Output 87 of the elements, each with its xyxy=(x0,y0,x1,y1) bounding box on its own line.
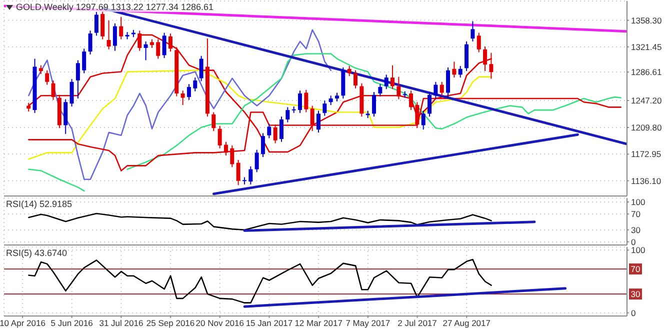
line-series xyxy=(28,29,332,180)
candlestick xyxy=(112,22,117,52)
candlestick xyxy=(470,20,475,42)
x-tick-label: 12 Mar 2017 xyxy=(294,318,343,328)
x-tick-label: 7 May 2017 xyxy=(346,318,390,328)
y-tick-label: 0 xyxy=(631,308,636,318)
candlestick xyxy=(224,141,228,156)
candlestick xyxy=(440,81,444,96)
candlestick xyxy=(322,100,327,116)
chart-title: GOLD,Weekly 1297.69 1313.22 1277.34 1286.61 xyxy=(16,2,214,12)
candlestick xyxy=(248,166,253,185)
chart-title: RSI(5) 43.6740 xyxy=(6,248,68,258)
y-tick-label: 1358.30 xyxy=(631,15,662,26)
x-tick-label: 2 Jul 2017 xyxy=(398,318,438,328)
candlestick xyxy=(446,66,450,99)
x-tick-label: 27 Aug 2017 xyxy=(442,318,491,328)
candlestick xyxy=(310,105,314,132)
candlestick xyxy=(82,48,86,74)
y-tick-label: 1136.10 xyxy=(631,176,662,186)
x-tick-label: 25 Sep 2016 xyxy=(146,318,195,328)
x-tick-label: 31 Jul 2016 xyxy=(99,318,144,328)
candlestick xyxy=(242,176,246,185)
candlestick xyxy=(76,60,80,99)
candlestick xyxy=(409,90,414,111)
candlestick xyxy=(476,32,481,53)
candlestick xyxy=(180,90,185,106)
x-tick-label: 15 Jan 2017 xyxy=(246,318,293,328)
y-tick-label: 1247.20 xyxy=(631,96,662,106)
y-tick-label: 0 xyxy=(631,236,636,247)
candlestick xyxy=(347,66,352,77)
candlestick xyxy=(428,92,432,118)
candlestick xyxy=(415,102,420,129)
candlestick xyxy=(464,40,469,72)
candlestick xyxy=(458,66,462,78)
candlestick xyxy=(230,144,234,168)
candlestick xyxy=(64,98,68,134)
y-tick-label: 1321.45 xyxy=(631,42,662,52)
candlestick xyxy=(304,89,308,113)
candlestick xyxy=(212,112,216,132)
candlestick xyxy=(483,46,488,72)
y-tick-label: 70 xyxy=(631,208,641,219)
candlestick xyxy=(452,61,456,78)
candlestick xyxy=(328,95,333,106)
y-tick-label: 100 xyxy=(631,245,646,256)
x-tick-label: 5 Jun 2016 xyxy=(50,318,94,328)
candlestick xyxy=(236,159,240,186)
line-series xyxy=(28,258,492,304)
y-tick-label: 100 xyxy=(631,197,646,207)
candlestick xyxy=(384,74,388,90)
candlestick xyxy=(88,30,92,55)
candlestick xyxy=(279,116,284,142)
candlestick xyxy=(100,10,105,40)
candlestick xyxy=(372,92,376,118)
candlestick xyxy=(193,77,198,92)
chart-title: RSI(14) 52.9185 xyxy=(6,199,72,209)
candlestick xyxy=(286,106,290,123)
candlestick xyxy=(119,16,124,40)
y-tick-label: 1209.80 xyxy=(631,122,662,133)
candlestick xyxy=(186,84,191,100)
candlestick xyxy=(94,11,98,36)
candlestick xyxy=(260,132,265,158)
candlestick xyxy=(199,55,204,82)
candlestick xyxy=(45,70,50,86)
candlestick xyxy=(156,38,160,60)
candlestick xyxy=(396,76,401,100)
x-tick-label: 10 Apr 2016 xyxy=(0,318,46,328)
x-tick-label: 20 Nov 2016 xyxy=(196,318,244,328)
candlestick xyxy=(144,40,148,61)
candlestick xyxy=(434,81,438,99)
y-tick-label: 30 xyxy=(631,224,641,235)
candlestick xyxy=(218,125,222,149)
y-tick-label: 1172.95 xyxy=(631,149,662,160)
candlestick xyxy=(267,123,272,139)
y-tick-label: 1286.61 xyxy=(631,67,662,78)
candlestick xyxy=(254,149,259,173)
candlestick xyxy=(421,110,426,130)
candlestick xyxy=(298,90,302,114)
candlestick xyxy=(51,80,56,100)
candlestick xyxy=(378,84,382,97)
candlestick xyxy=(162,32,166,59)
candlestick xyxy=(316,110,320,133)
candlestick xyxy=(106,20,111,50)
candlestick xyxy=(354,70,358,89)
candlestick xyxy=(273,124,278,144)
candlestick xyxy=(390,64,395,90)
candlestick xyxy=(70,78,74,107)
line-series xyxy=(28,212,492,231)
